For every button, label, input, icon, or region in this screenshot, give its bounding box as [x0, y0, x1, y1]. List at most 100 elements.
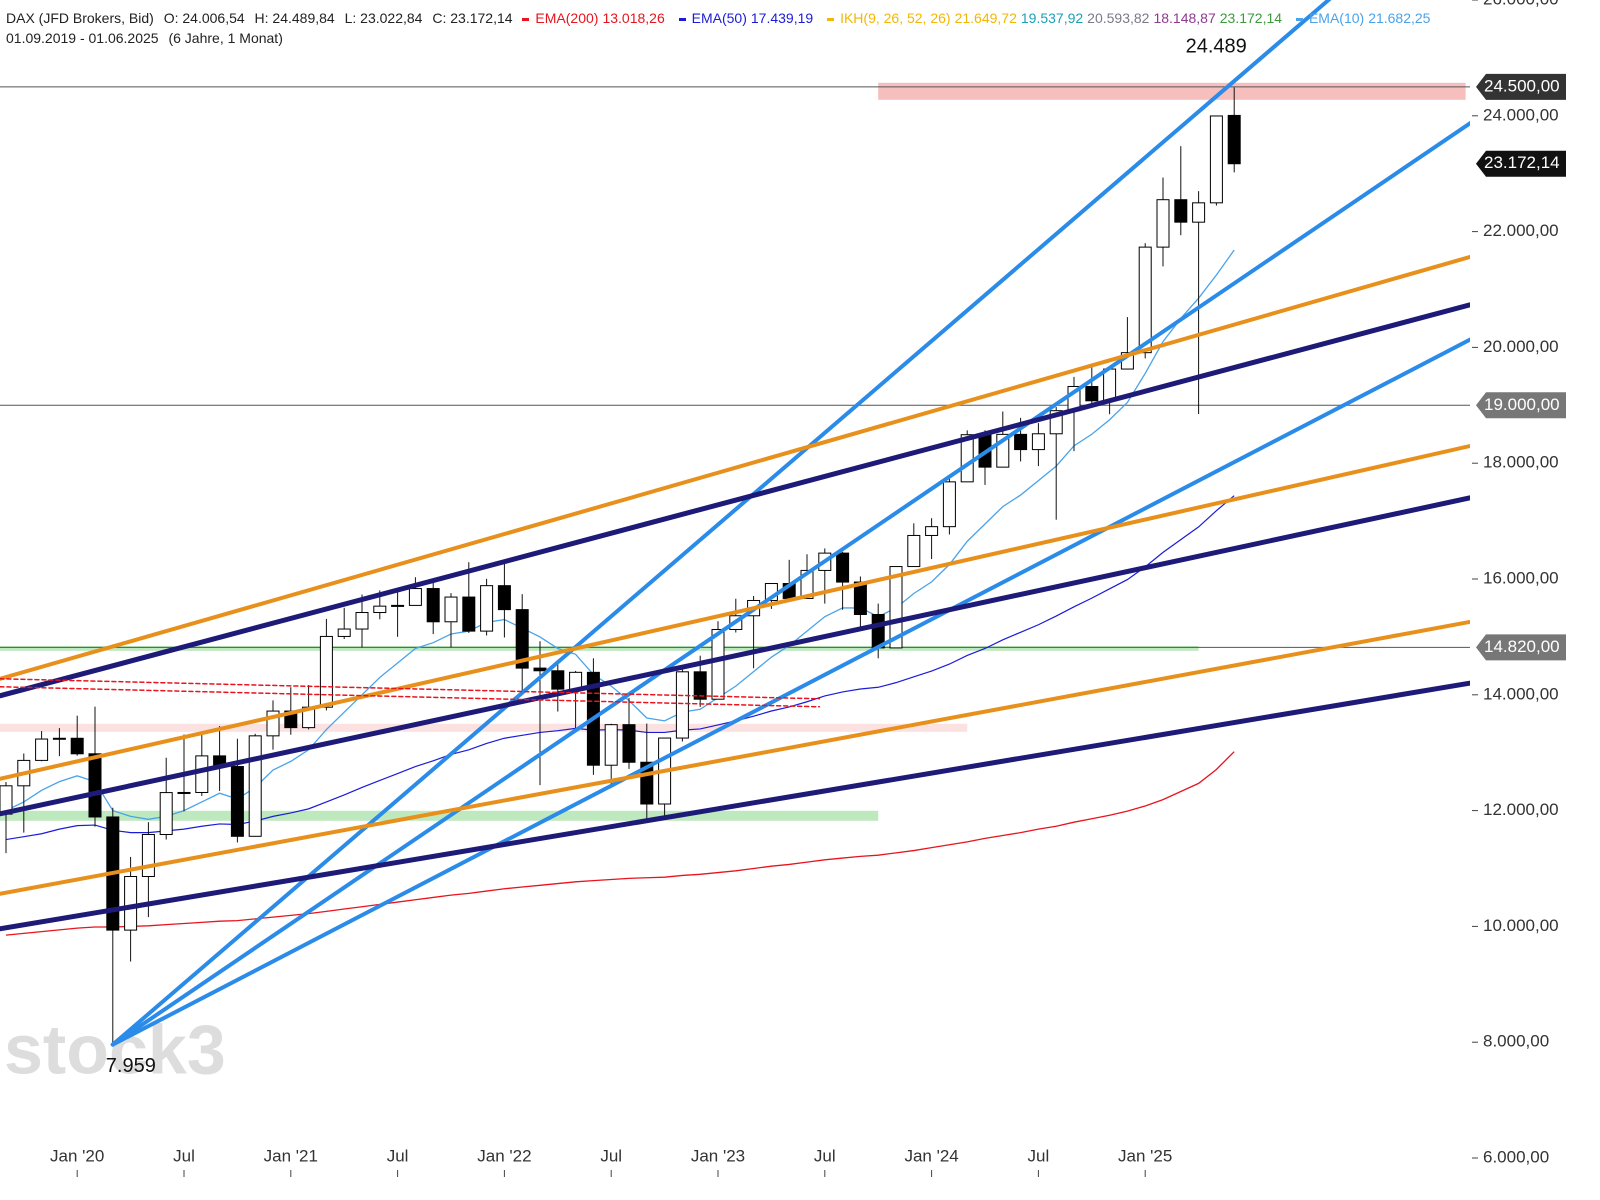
x-tick-label: Jul	[173, 1146, 195, 1165]
trendline	[0, 619, 1470, 896]
legend-value: 21.682,25	[1368, 10, 1431, 26]
legend-entry: EMA(10) 21.682,25	[1295, 10, 1435, 26]
legend-value: 23.172,14	[1219, 10, 1283, 26]
candle-body	[124, 875, 138, 931]
axes: 24.489 7.959 6.000,00 8.000,00 10.000,00 12.0…	[50, 0, 1566, 1177]
legend-entry: IKH(9, 26, 52, 26) 21.649,72 19.537,92 20.5…	[827, 10, 1286, 26]
y-tick-label: 20.000,00	[1483, 337, 1559, 356]
y-tick-label: 10.000,00	[1483, 916, 1559, 935]
candle-body	[622, 724, 636, 763]
trendline	[110, 120, 1470, 1047]
candle-body	[1209, 115, 1223, 204]
candle-body	[1174, 199, 1188, 223]
trendline	[0, 678, 821, 700]
trendline	[110, 337, 1470, 1047]
ohlc: C: 23.172,14	[432, 10, 513, 26]
trendline	[0, 302, 1470, 699]
zone	[0, 810, 879, 821]
y-tick-label: 22.000,00	[1483, 221, 1559, 240]
candle-body	[942, 481, 956, 528]
y-tick-label: 24.000,00	[1483, 105, 1559, 124]
legend-swatch	[1295, 17, 1303, 21]
min-annotation: 7.959	[106, 1055, 156, 1077]
candle-body	[88, 753, 102, 818]
y-tick-label: 12.000,00	[1483, 800, 1559, 819]
candle-body	[373, 605, 387, 614]
watermark: stock3	[4, 1010, 226, 1088]
candle-body	[1103, 368, 1117, 402]
level-label: 14.820,00	[1484, 637, 1560, 656]
candle-body	[889, 566, 903, 649]
candle-body	[52, 737, 66, 740]
candle-body	[480, 585, 494, 632]
header-line: DAX (JFD Brokers, Bid) O: 24.006,54 H: 2…	[6, 8, 1440, 28]
legend-name: EMA(50)	[691, 10, 747, 26]
legend-entry: EMA(200) 13.018,26	[522, 10, 668, 26]
candle-body	[1031, 433, 1045, 451]
candle-body	[551, 670, 565, 690]
candle-body	[177, 791, 191, 794]
ohlc: H: 24.489,84	[254, 10, 335, 26]
legend-swatch	[522, 17, 530, 21]
candle-body	[70, 737, 84, 755]
candle-body	[355, 612, 369, 630]
y-tick-label: 14.000,00	[1483, 684, 1559, 703]
candle-body	[248, 735, 262, 837]
candle-body	[675, 671, 689, 739]
candle-body	[497, 585, 511, 611]
legend-value: 20.593,82	[1087, 10, 1150, 26]
zone	[0, 645, 1199, 651]
legend-swatch	[827, 17, 835, 21]
span: (6 Jahre, 1 Monat)	[168, 30, 283, 46]
legend-value: 18.148,87	[1153, 10, 1216, 26]
candle-body	[408, 588, 422, 606]
x-tick-label: Jul	[1028, 1146, 1050, 1165]
legend-value: 17.439,19	[750, 10, 814, 26]
candle-body	[533, 667, 547, 672]
candle-body	[195, 755, 209, 793]
candle-body	[462, 596, 476, 632]
candle-body	[159, 792, 173, 836]
candle-body	[1138, 246, 1152, 354]
ohlc: O: 24.006,54	[163, 10, 245, 26]
trendline	[0, 495, 1470, 817]
legend-swatch	[678, 17, 686, 21]
x-tick-label: Jul	[814, 1146, 836, 1165]
candle-body	[1227, 114, 1241, 165]
candle-body	[426, 588, 440, 623]
candle-body	[1156, 199, 1170, 248]
candle-body	[35, 738, 49, 761]
level-box	[1476, 73, 1566, 100]
candle-body	[230, 766, 244, 837]
candle-body	[925, 526, 939, 536]
y-tick-label: 6.000,00	[1483, 1147, 1549, 1166]
legend-value: 19.537,92	[1020, 10, 1084, 26]
candle-body	[693, 671, 707, 700]
trendline	[110, 0, 1332, 1047]
x-tick-label: Jan '20	[50, 1146, 104, 1165]
range: 01.09.2019 - 01.06.2025	[6, 30, 159, 46]
candle-body	[836, 552, 850, 583]
indicator-line	[5, 751, 1235, 936]
y-tick-label: 18.000,00	[1483, 453, 1559, 472]
candle-body	[1085, 385, 1099, 402]
last-price-box	[1476, 150, 1566, 177]
legend-name: IKH(9, 26, 52, 26)	[840, 10, 951, 26]
y-tick-label: 8.000,00	[1483, 1032, 1549, 1051]
x-tick-label: Jan '24	[904, 1146, 958, 1165]
candle-body	[569, 671, 583, 690]
indicator-lines	[5, 249, 1235, 936]
ohlc: L: 23.022,84	[344, 10, 423, 26]
candle-body	[515, 609, 529, 669]
legend-value: 13.018,26	[602, 10, 665, 26]
x-tick-label: Jul	[387, 1146, 409, 1165]
trendline	[0, 680, 1470, 932]
trendlines	[0, 0, 1470, 1047]
candle-body	[319, 635, 333, 708]
y-tick-label: 26.000,00	[1483, 0, 1559, 8]
candle-body	[444, 596, 458, 623]
candle-body	[1014, 433, 1028, 451]
candle-body	[907, 534, 921, 568]
x-tick-label: Jan '23	[691, 1146, 745, 1165]
